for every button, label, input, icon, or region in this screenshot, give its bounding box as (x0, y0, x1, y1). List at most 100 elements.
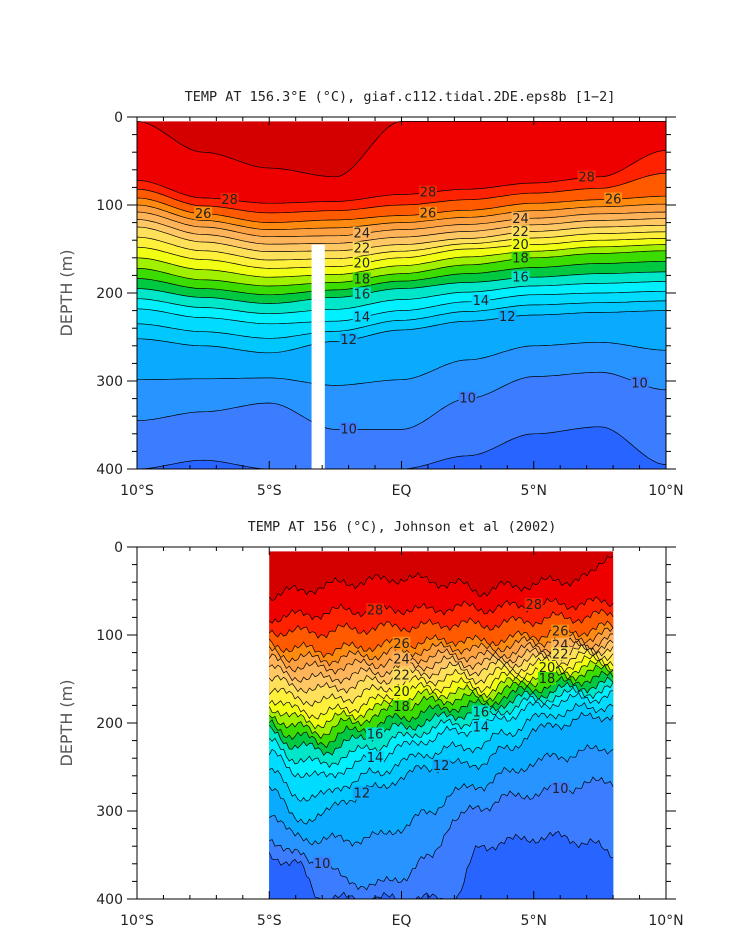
contour-label: 20 (354, 257, 371, 272)
contour-label: 26 (195, 207, 212, 222)
isotherm-23 (137, 218, 666, 245)
contour-label-bg (366, 727, 385, 741)
contour-label-bg (352, 256, 371, 270)
contour-label-bg (511, 211, 530, 225)
contour-label: 28 (525, 598, 542, 613)
isotherm-29 (269, 555, 614, 602)
contour-label: 10 (459, 392, 476, 407)
contour-label-bg (352, 272, 371, 286)
contour-label: 12 (433, 759, 450, 774)
isotherm-12 (137, 310, 666, 354)
contour-label: 22 (354, 242, 371, 257)
isotherm-11 (269, 744, 614, 847)
band-9 (269, 831, 614, 899)
contour-label-bg (220, 192, 239, 206)
contour-label: 28 (367, 603, 384, 618)
masked-column-rect (311, 244, 325, 469)
x-tick-label: 5°N (521, 913, 547, 929)
contour-label-bg (577, 170, 596, 184)
contour-label: 10 (552, 782, 569, 797)
contour-label-bg (471, 705, 490, 719)
isotherm-18 (137, 250, 666, 287)
y-tick-label: 200 (96, 716, 123, 732)
contour-label: 24 (354, 227, 371, 242)
isotherm-13 (137, 300, 666, 339)
contour-label: 14 (473, 720, 490, 735)
contour-label-bg (392, 668, 411, 682)
y-tick-label: 300 (96, 804, 123, 820)
isotherm-15 (137, 281, 666, 315)
isotherm-17 (137, 260, 666, 296)
contour-label: 20 (393, 685, 410, 700)
isotherm-9 (137, 426, 666, 469)
contour-label: 28 (420, 186, 437, 201)
y-tick-label: 100 (96, 198, 123, 214)
contour-label: 10 (314, 857, 331, 872)
ticks-top: 10°S 5°S EQ 5°N 10°N 0 100 200 300 400 (96, 110, 683, 499)
y-tick-label: 400 (96, 462, 123, 478)
contour-label-bg (524, 598, 543, 612)
contour-label: 16 (473, 705, 490, 720)
contour-label: 14 (354, 310, 371, 325)
contour-label-bg (418, 185, 437, 199)
contour-label-bg (551, 624, 570, 638)
isotherm-9 (268, 830, 614, 899)
chart-title-top: TEMP AT 156.3°E (°C), giaf.c112.tidal.2D… (185, 89, 616, 105)
contour-label-bg (392, 700, 411, 714)
contour-label-bg (630, 376, 649, 390)
contour-label-bg (511, 238, 530, 252)
contour-label: 14 (473, 294, 490, 309)
contour-label: 10 (340, 422, 357, 437)
contour-fill-top (137, 121, 666, 469)
contour-label-bg (352, 786, 371, 800)
contour-label-bg (537, 672, 556, 685)
x-tick-label: 10°N (648, 913, 683, 929)
contour-label-bg (511, 225, 530, 239)
contour-label-bg (352, 226, 371, 240)
isotherm-11 (137, 341, 666, 386)
contour-label-bg (511, 251, 530, 265)
contour-label: 12 (340, 333, 357, 348)
x-tick-label: 10°S (120, 913, 154, 929)
band-9 (137, 426, 666, 469)
contour-label-bg (551, 647, 570, 661)
contour-label: 12 (499, 310, 516, 325)
contour-label-bg (313, 856, 332, 870)
isotherm-22 (137, 224, 666, 252)
y-tick-label: 200 (96, 286, 123, 302)
contour-label: 14 (367, 751, 384, 766)
y-tick-label: 300 (96, 374, 123, 390)
x-tick-label: 5°S (257, 483, 282, 499)
contour-label: 28 (578, 170, 595, 185)
isotherm-14 (137, 290, 666, 325)
contour-label: 26 (420, 207, 437, 222)
contour-label: 24 (512, 212, 529, 227)
contour-label-bg (392, 685, 411, 699)
contour-label-bg (366, 751, 385, 765)
x-tick-label: EQ (392, 483, 412, 499)
contour-label: 28 (221, 193, 238, 208)
contour-label-bg (352, 287, 371, 301)
contour-label: 16 (354, 287, 371, 302)
y-tick-label: 0 (114, 110, 123, 126)
contour-label: 16 (512, 271, 529, 286)
contour-label-bg (604, 192, 623, 206)
x-tick-label: 5°S (257, 913, 282, 929)
isotherm-10 (137, 371, 666, 430)
masked-column (311, 244, 325, 469)
contour-label-bg (537, 661, 556, 674)
isotherm-21 (269, 648, 614, 707)
isotherm-15 (269, 682, 614, 769)
isotherm-16 (269, 676, 614, 757)
x-tick-label: EQ (392, 913, 412, 929)
isotherm-16 (137, 271, 666, 304)
contour-label-bg (339, 422, 358, 436)
contour-label: 24 (393, 653, 410, 668)
contour-label-bg (352, 310, 371, 324)
contour-label: 12 (354, 786, 371, 801)
isotherm-25 (137, 203, 666, 230)
isotherm-26 (137, 195, 666, 223)
